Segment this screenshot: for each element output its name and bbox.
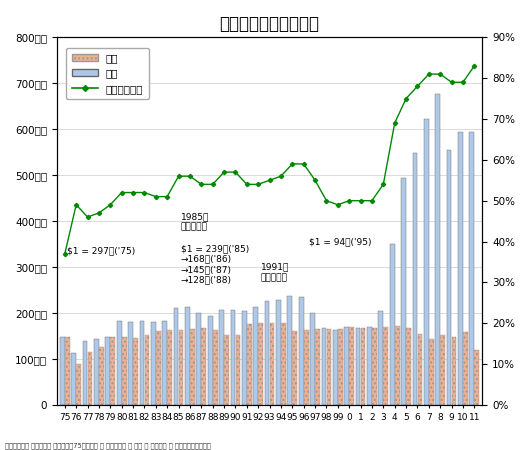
Bar [156, 331, 161, 405]
Text: 1985年
プラザ合意: 1985年 プラザ合意 [181, 212, 209, 231]
Bar [429, 339, 434, 405]
Bar [361, 328, 366, 405]
Bar [99, 346, 104, 405]
海外販売比率 [448, 80, 455, 85]
Text: $1 = 239円('85)
→168円('86)
→145円('87)
→128円('88): $1 = 239円('85) →168円('86) →145円('87) →12… [181, 244, 249, 284]
Bar [242, 310, 246, 405]
Bar [304, 330, 308, 405]
Bar [390, 244, 394, 405]
海外販売比率 [392, 121, 398, 126]
海外販売比率 [209, 182, 216, 187]
Bar [208, 316, 213, 405]
Bar [367, 327, 372, 405]
海外販売比率 [198, 182, 205, 187]
Bar [201, 328, 206, 405]
Bar [333, 330, 338, 405]
Bar [281, 323, 286, 405]
Bar [418, 333, 422, 405]
海外販売比率 [426, 72, 432, 77]
Bar [219, 310, 224, 405]
Bar [395, 326, 400, 405]
Bar [213, 330, 218, 405]
Bar [117, 321, 121, 405]
海外販売比率 [73, 202, 79, 207]
海外販売比率 [107, 202, 113, 207]
Bar [458, 131, 463, 405]
海外販売比率 [142, 190, 148, 195]
Bar [315, 329, 320, 405]
Text: $1 = 94円('95): $1 = 94円('95) [310, 237, 372, 246]
Legend: 国内, 海外, 海外販売比率: 国内, 海外, 海外販売比率 [66, 48, 148, 99]
海外販売比率 [278, 174, 284, 179]
Bar [356, 328, 360, 405]
海外販売比率 [403, 96, 409, 101]
Bar [167, 330, 172, 405]
Line: 海外販売比率: 海外販売比率 [63, 64, 476, 255]
Bar [94, 339, 99, 405]
Bar [287, 296, 292, 405]
Bar [128, 322, 133, 405]
海外販売比率 [130, 190, 136, 195]
Bar [122, 337, 127, 405]
Bar [145, 334, 149, 405]
海外販売比率 [369, 198, 375, 203]
Bar [105, 338, 110, 405]
海外販売比率 [187, 174, 193, 179]
Bar [344, 327, 349, 405]
Bar [87, 352, 92, 405]
Bar [247, 324, 252, 405]
Bar [401, 178, 406, 405]
Bar [349, 327, 354, 405]
Text: トヨタ自動車 ７５年史＞ 資料で見ゃ75年の歩み ＞ 自動車事業 ＞ 営業 ＞ 販売台数 ＞ 海外販売台数の推移: トヨタ自動車 ７５年史＞ 資料で見ゃ75年の歩み ＞ 自動車事業 ＞ 営業 ＞ … [5, 442, 211, 449]
海外販売比率 [357, 198, 364, 203]
海外販売比率 [175, 174, 182, 179]
Bar [190, 328, 195, 405]
海外販売比率 [232, 169, 238, 175]
Bar [60, 337, 65, 405]
Bar [406, 328, 411, 405]
海外販売比率 [460, 80, 466, 85]
海外販売比率 [301, 161, 307, 166]
海外販売比率 [437, 72, 444, 77]
海外販売比率 [119, 190, 125, 195]
Bar [299, 297, 304, 405]
Bar [338, 329, 343, 405]
Bar [383, 327, 388, 405]
海外販売比率 [164, 194, 170, 199]
海外販売比率 [84, 214, 91, 220]
Bar [463, 332, 468, 405]
Text: 1991年
バブル崩壊: 1991年 バブル崩壊 [260, 262, 289, 282]
Bar [162, 321, 167, 405]
海外販売比率 [312, 178, 318, 183]
Bar [139, 321, 144, 405]
Bar [276, 300, 281, 405]
Bar [452, 337, 456, 405]
Bar [185, 307, 190, 405]
Bar [424, 119, 429, 405]
Bar [76, 364, 81, 405]
Bar [326, 329, 331, 405]
海外販売比率 [471, 63, 478, 68]
海外販売比率 [153, 194, 159, 199]
Title: トヨタ販売台数の推移: トヨタ販売台数の推移 [219, 15, 320, 33]
Bar [470, 131, 474, 405]
Bar [65, 337, 70, 405]
海外販売比率 [380, 182, 386, 187]
Bar [151, 322, 156, 405]
Bar [412, 153, 417, 405]
Bar [231, 310, 235, 405]
Text: $1 = 297円('75): $1 = 297円('75) [67, 246, 135, 255]
海外販売比率 [255, 182, 261, 187]
海外販売比率 [244, 182, 250, 187]
Bar [72, 353, 76, 405]
海外販売比率 [61, 251, 68, 256]
海外販売比率 [346, 198, 352, 203]
Bar [310, 313, 315, 405]
Bar [235, 334, 240, 405]
Bar [174, 308, 179, 405]
Bar [372, 328, 377, 405]
Bar [270, 323, 275, 405]
海外販売比率 [289, 161, 296, 166]
Bar [440, 334, 445, 405]
Bar [435, 94, 440, 405]
